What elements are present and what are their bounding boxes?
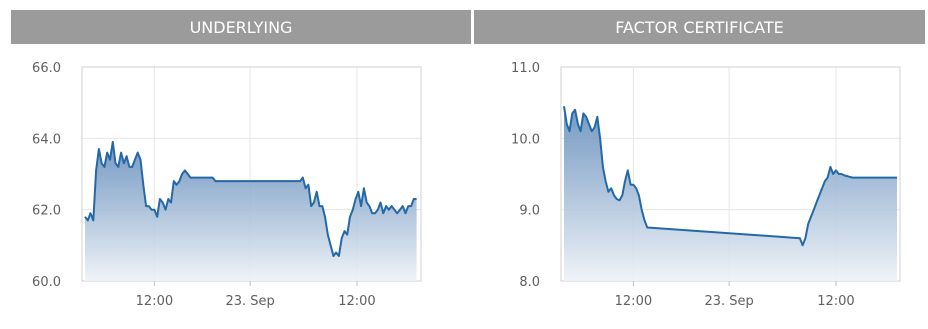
y-tick-label: 9.0 — [519, 204, 540, 219]
x-tick-label: 12:00 — [338, 294, 375, 309]
series-line — [84, 140, 417, 257]
y-tick-label: 64.0 — [32, 132, 61, 147]
factor-certificate-panel: FACTOR CERTIFICATE — [474, 10, 925, 44]
underlying-header: UNDERLYING — [11, 10, 471, 44]
y-tick-label: 66.0 — [32, 61, 61, 76]
underlying-chart: 60.0 62.0 64.0 66.0 12:00 23. Sep 12:00 — [32, 61, 422, 309]
x-tick-label: 23. Sep — [704, 294, 753, 309]
series-line — [563, 106, 897, 247]
x-tick-label: 12:00 — [136, 294, 173, 309]
x-tick-label: 23. Sep — [225, 294, 274, 309]
y-tick-label: 10.0 — [511, 132, 540, 147]
y-tick-label: 11.0 — [511, 61, 540, 76]
y-tick-label: 60.0 — [32, 275, 61, 290]
factor-certificate-chart: 8.0 9.0 10.0 11.0 12:00 23. Sep 12:00 — [511, 61, 901, 309]
x-tick-label: 12:00 — [615, 294, 652, 309]
factor-certificate-header: FACTOR CERTIFICATE — [474, 10, 925, 44]
x-tick-label: 12:00 — [817, 294, 854, 309]
series-area-fill — [564, 106, 897, 281]
y-tick-label: 8.0 — [519, 275, 540, 290]
underlying-panel: UNDERLYING — [11, 10, 471, 44]
series-area-fill — [85, 141, 417, 281]
y-tick-label: 62.0 — [32, 204, 61, 219]
